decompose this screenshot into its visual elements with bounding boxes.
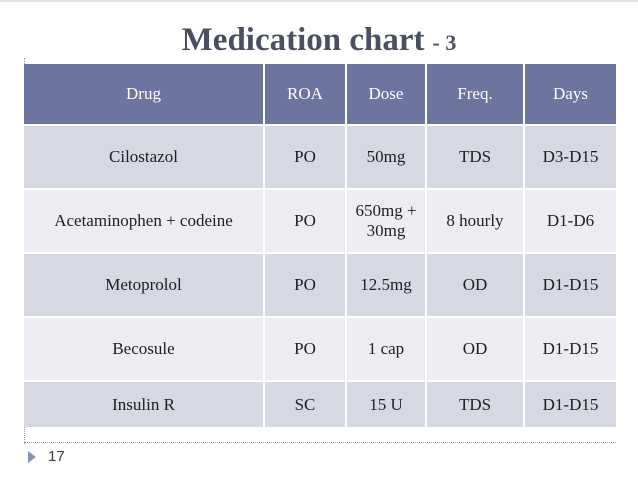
cell-dose: 50mg: [346, 125, 427, 189]
slide-title-text: Medication chart: [181, 22, 425, 58]
bottom-dotted-rule: [24, 442, 616, 443]
table-row: Cilostazol PO 50mg TDS D3-D15: [24, 125, 616, 189]
cell-days: D1-D15: [542, 339, 599, 358]
cell-freq: TDS: [426, 125, 525, 189]
cell-roa: PO: [264, 317, 347, 381]
table-header-row: Drug ROA Dose Freq. Days: [24, 64, 616, 125]
table-row: Becosule PO 1 cap OD D1-D15: [24, 317, 616, 381]
slide-title-suffix: - 3: [432, 30, 457, 55]
table-row: Insulin R SC 15 U TDS D1-D15: [24, 381, 616, 427]
cell-roa: SC: [264, 381, 347, 427]
cell-drug: Insulin R: [24, 381, 265, 427]
cell-dose: 12.5mg: [346, 253, 427, 317]
cell-freq: OD: [426, 253, 525, 317]
medication-table: Drug ROA Dose Freq. Days Cilostazol PO 5…: [24, 64, 616, 427]
cell-freq: OD: [426, 317, 525, 381]
cell-roa: PO: [264, 189, 347, 253]
cell-roa: PO: [264, 253, 347, 317]
cell-roa: PO: [264, 125, 347, 189]
cell-days: D1-D15: [542, 275, 599, 294]
table-row: Acetaminophen + codeine PO 650mg + 30mg …: [24, 189, 616, 253]
page-number: 17: [48, 448, 65, 465]
cell-freq: 8 hourly: [426, 189, 525, 253]
cell-drug: Cilostazol: [24, 125, 265, 189]
triangle-bullet-icon: [28, 451, 36, 463]
header-freq: Freq.: [426, 64, 525, 125]
cell-drug: Metoprolol: [24, 253, 265, 317]
header-days: Days: [553, 84, 588, 103]
cell-days: D1-D6: [546, 211, 595, 230]
cell-dose: 1 cap: [346, 317, 427, 381]
cell-days: D3-D15: [542, 147, 599, 166]
cell-drug: Acetaminophen + codeine: [24, 189, 265, 253]
header-drug: Drug: [24, 64, 265, 125]
cell-days: D1-D15: [542, 394, 599, 414]
header-roa: ROA: [264, 64, 347, 125]
cell-freq: TDS: [426, 381, 525, 427]
table-row: Metoprolol PO 12.5mg OD D1-D15: [24, 253, 616, 317]
cell-dose: 15 U: [346, 381, 427, 427]
top-rule: [0, 0, 638, 2]
cell-dose: 650mg + 30mg: [346, 189, 427, 253]
slide-title: Medication chart - 3: [0, 22, 638, 59]
header-dose: Dose: [346, 64, 427, 125]
cell-drug: Becosule: [24, 317, 265, 381]
